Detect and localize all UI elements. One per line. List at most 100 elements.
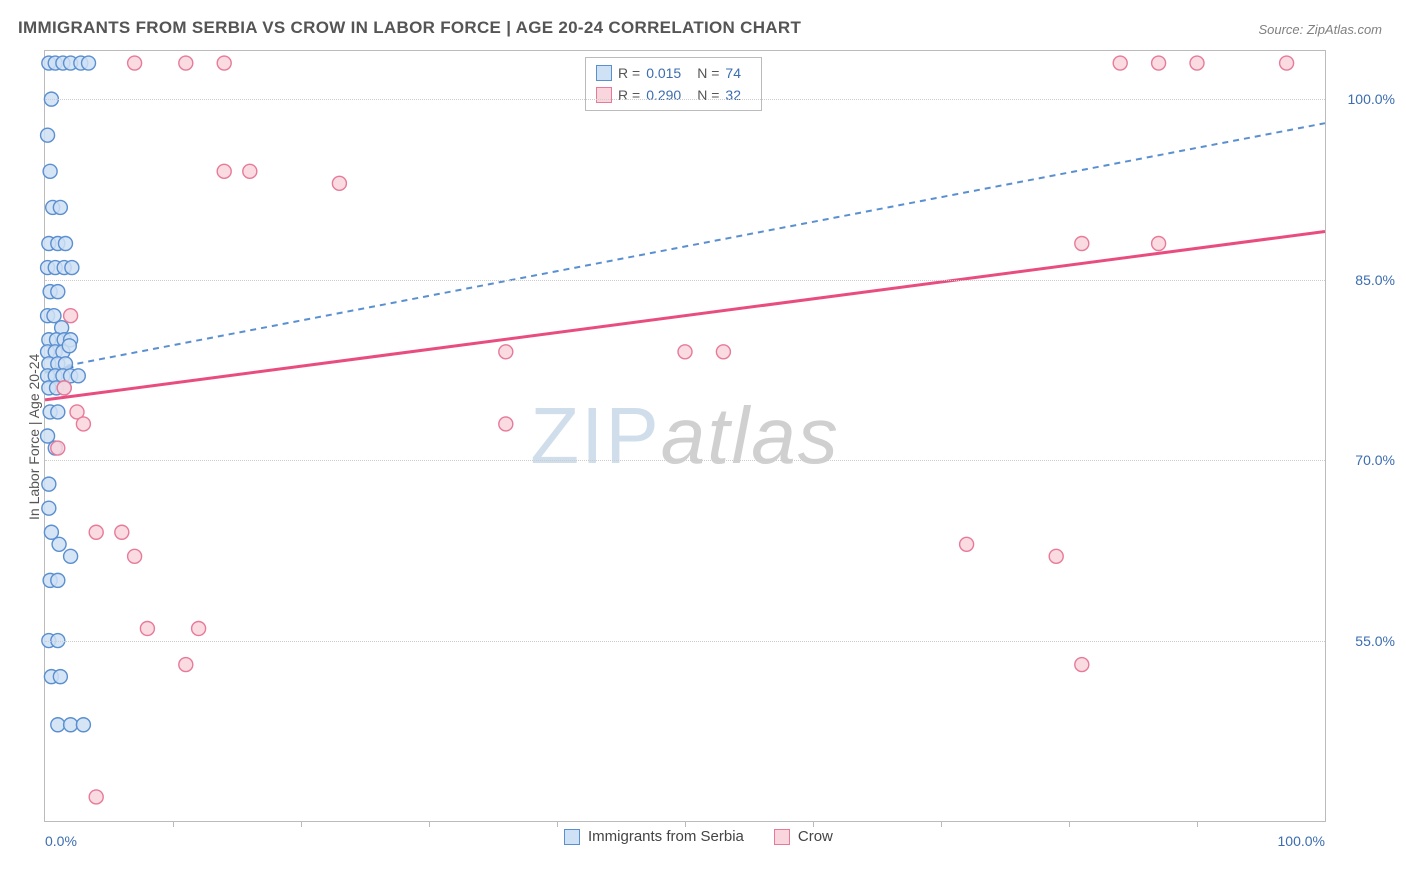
gridline-h <box>45 280 1325 281</box>
legend-r-label: R = <box>618 84 640 106</box>
data-point <box>179 56 193 70</box>
gridline-h <box>45 641 1325 642</box>
data-point <box>89 525 103 539</box>
data-point <box>58 237 72 251</box>
data-point <box>41 429 55 443</box>
data-point <box>332 176 346 190</box>
data-point <box>44 670 58 684</box>
y-tick-label: 55.0% <box>1335 633 1395 649</box>
data-point <box>65 261 79 275</box>
data-point <box>74 56 88 70</box>
legend-swatch <box>774 829 790 845</box>
data-point <box>48 345 62 359</box>
x-tick-mark <box>173 821 174 827</box>
x-tick-mark <box>557 821 558 827</box>
trend-line <box>45 231 1325 399</box>
data-point <box>1049 549 1063 563</box>
data-point <box>64 549 78 563</box>
data-point <box>48 441 62 455</box>
data-point <box>43 573 57 587</box>
data-point <box>51 285 65 299</box>
data-point <box>499 417 513 431</box>
watermark: ZIPatlas <box>530 390 839 482</box>
data-point <box>55 321 69 335</box>
data-point <box>1152 56 1166 70</box>
data-point <box>128 549 142 563</box>
data-point <box>56 56 70 70</box>
data-point <box>1075 237 1089 251</box>
data-point <box>678 345 692 359</box>
x-tick-mark <box>941 821 942 827</box>
trend-line-solid <box>45 366 73 372</box>
y-tick-label: 100.0% <box>1335 91 1395 107</box>
data-point <box>41 345 55 359</box>
data-point <box>128 56 142 70</box>
data-point <box>46 200 60 214</box>
data-point <box>57 381 71 395</box>
chart-svg <box>45 51 1325 821</box>
legend-series-name: Immigrants from Serbia <box>588 828 744 845</box>
data-point <box>56 369 70 383</box>
legend-series-name: Crow <box>798 828 833 845</box>
data-point <box>42 56 56 70</box>
data-point <box>57 333 71 347</box>
bottom-legend-item: Crow <box>774 828 833 845</box>
data-point <box>41 128 55 142</box>
x-tick-mark <box>429 821 430 827</box>
data-point <box>192 622 206 636</box>
data-point <box>41 309 55 323</box>
data-point <box>41 261 55 275</box>
legend-swatch <box>596 65 612 81</box>
stat-legend: R = 0.015N = 74R = 0.290N = 32 <box>585 57 762 111</box>
data-point <box>82 56 96 70</box>
data-point <box>43 405 57 419</box>
legend-swatch <box>564 829 580 845</box>
data-point <box>64 309 78 323</box>
data-point <box>48 261 62 275</box>
x-tick-mark <box>1069 821 1070 827</box>
chart-title: IMMIGRANTS FROM SERBIA VS CROW IN LABOR … <box>18 18 801 38</box>
data-point <box>53 200 67 214</box>
source-attribution: Source: ZipAtlas.com <box>1258 22 1382 37</box>
legend-n-value: 74 <box>725 62 741 84</box>
data-point <box>52 537 66 551</box>
gridline-h <box>45 99 1325 100</box>
stat-legend-row: R = 0.290 N = 32 <box>596 84 751 106</box>
data-point <box>48 369 62 383</box>
y-tick-label: 70.0% <box>1335 452 1395 468</box>
data-point <box>56 345 70 359</box>
data-point <box>51 237 65 251</box>
data-point <box>42 237 56 251</box>
data-point <box>42 333 56 347</box>
legend-n-value: 32 <box>725 84 741 106</box>
data-point <box>1075 658 1089 672</box>
data-point <box>64 333 78 347</box>
data-point <box>64 718 78 732</box>
x-tick-mark <box>301 821 302 827</box>
data-point <box>62 339 76 353</box>
data-point <box>51 357 65 371</box>
data-point <box>179 658 193 672</box>
legend-n-label: N = <box>697 84 719 106</box>
legend-n-label: N = <box>697 62 719 84</box>
data-point <box>76 417 90 431</box>
data-point <box>243 164 257 178</box>
legend-r-value: 0.290 <box>646 84 681 106</box>
data-point <box>76 718 90 732</box>
data-point <box>51 405 65 419</box>
data-point <box>57 261 71 275</box>
data-point <box>1280 56 1294 70</box>
x-tick-label: 0.0% <box>45 833 77 849</box>
data-point <box>53 670 67 684</box>
data-point <box>43 164 57 178</box>
data-point <box>1190 56 1204 70</box>
data-point <box>48 56 62 70</box>
data-point <box>115 525 129 539</box>
data-point <box>71 369 85 383</box>
data-point <box>64 56 78 70</box>
bottom-legend: Immigrants from Serbia Crow <box>564 828 833 845</box>
trend-line <box>45 123 1325 370</box>
legend-swatch <box>596 87 612 103</box>
data-point <box>51 441 65 455</box>
legend-r-label: R = <box>618 62 640 84</box>
